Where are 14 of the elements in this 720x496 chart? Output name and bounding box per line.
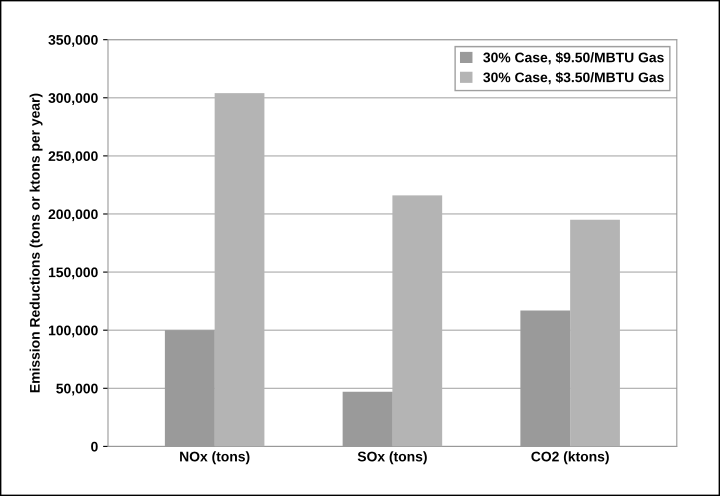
y-tick-label: 200,000 bbox=[48, 209, 98, 222]
legend-label: 30% Case, $3.50/MBTU Gas bbox=[483, 72, 664, 84]
y-tick-label: 150,000 bbox=[48, 267, 98, 280]
x-tick-label: CO2 (ktons) bbox=[531, 451, 609, 464]
y-axis-title: Emission Reductions (tons or ktons per year) bbox=[30, 94, 43, 392]
x-tick-label: NOx (tons) bbox=[180, 451, 250, 464]
y-tick-label: 350,000 bbox=[48, 35, 98, 47]
y-tick-label: 50,000 bbox=[56, 384, 98, 396]
legend-label: 30% Case, $9.50/MBTU Gas bbox=[483, 52, 664, 64]
y-tick-label: 0 bbox=[91, 442, 98, 452]
y-tick-label: 250,000 bbox=[48, 151, 98, 164]
y-tick-label: 300,000 bbox=[48, 93, 98, 105]
x-tick-label: SOx (tons) bbox=[358, 451, 427, 464]
y-tick-label: 100,000 bbox=[48, 326, 98, 338]
